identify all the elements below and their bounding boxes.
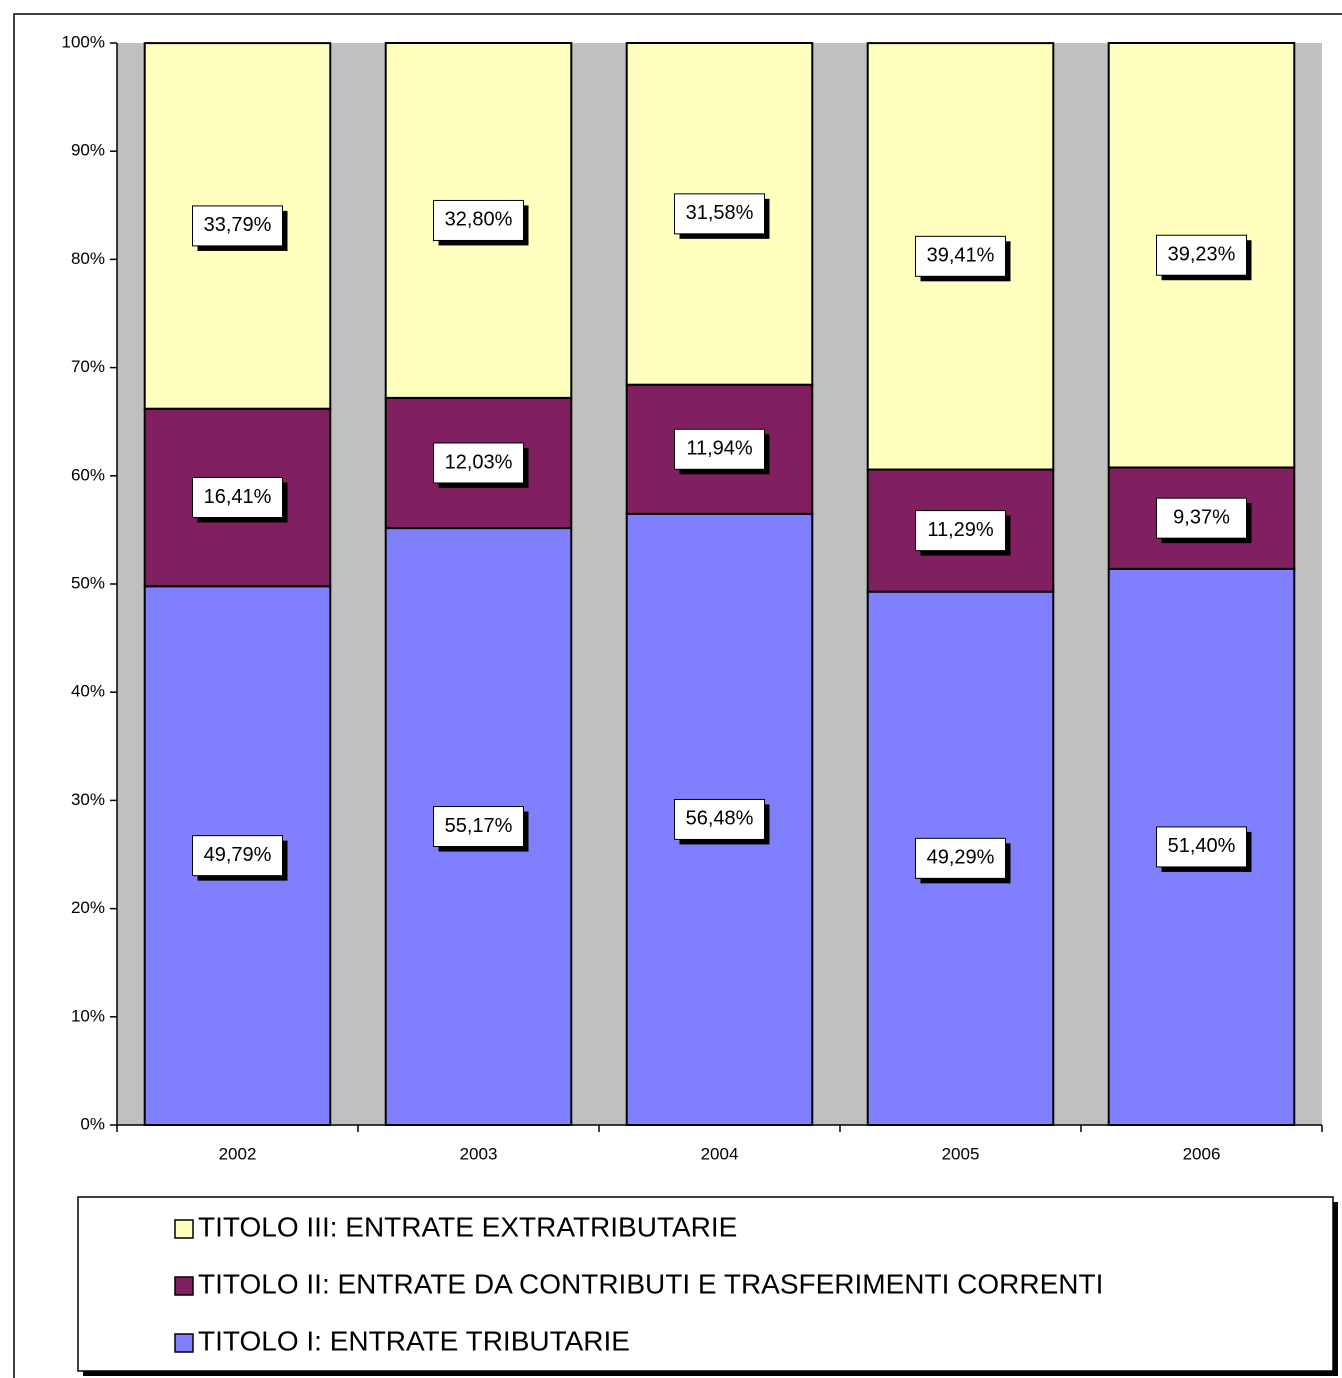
data-label-box: [674, 798, 765, 840]
y-tick-label: 90%: [71, 141, 105, 160]
data-label: 49,79%: [204, 844, 272, 866]
data-label: 51,40%: [1168, 835, 1236, 857]
data-label: 56,48%: [686, 808, 754, 830]
legend-swatch: [174, 1333, 194, 1353]
data-label-box: [1156, 234, 1247, 276]
data-label: 55,17%: [445, 815, 513, 837]
chart-frame: [13, 13, 1342, 1378]
y-tick-label: 40%: [71, 682, 105, 701]
legend-label: TITOLO II: ENTRATE DA CONTRIBUTI E TRASF…: [198, 1268, 1103, 1299]
data-label: 39,41%: [927, 245, 995, 267]
x-tick-label: 2005: [942, 1144, 980, 1163]
data-label: 16,41%: [204, 486, 272, 508]
legend-swatch: [174, 1219, 194, 1239]
legend-box: [77, 1196, 1334, 1372]
y-tick-label: 0%: [80, 1114, 105, 1133]
data-label: 49,29%: [927, 847, 995, 869]
data-label-box: [192, 476, 283, 518]
data-label: 9,37%: [1173, 506, 1230, 528]
y-tick-label: 60%: [71, 465, 105, 484]
data-label-box: [674, 193, 765, 235]
x-tick-label: 2002: [219, 1144, 257, 1163]
data-label: 32,80%: [445, 209, 513, 231]
x-tick-label: 2004: [701, 1144, 739, 1163]
data-label: 33,79%: [204, 214, 272, 236]
data-label-box: [192, 835, 283, 877]
y-tick-label: 50%: [71, 573, 105, 592]
y-tick-label: 10%: [71, 1006, 105, 1025]
y-tick-label: 80%: [71, 249, 105, 268]
data-label-box: [433, 806, 524, 848]
data-label-box: [1156, 497, 1247, 539]
data-label: 11,94%: [686, 438, 753, 460]
data-label-box: [915, 837, 1006, 879]
y-tick-label: 70%: [71, 357, 105, 376]
data-label: 39,23%: [1168, 244, 1236, 266]
x-tick-label: 2006: [1183, 1144, 1221, 1163]
y-tick-label: 20%: [71, 898, 105, 917]
legend-label: TITOLO I: ENTRATE TRIBUTARIE: [198, 1325, 630, 1356]
data-label-box: [192, 205, 283, 247]
data-label-box: [915, 235, 1006, 277]
data-label: 31,58%: [686, 202, 754, 224]
x-tick-label: 2003: [460, 1144, 498, 1163]
data-label: 11,29%: [927, 519, 994, 541]
legend-swatch: [174, 1276, 194, 1296]
data-label-box: [674, 428, 765, 470]
data-label-box: [433, 442, 524, 484]
y-tick-label: 30%: [71, 790, 105, 809]
data-label-box: [433, 199, 524, 241]
data-label: 12,03%: [445, 451, 513, 473]
legend-label: TITOLO III: ENTRATE EXTRATRIBUTARIE: [198, 1211, 737, 1242]
data-label-box: [1156, 826, 1247, 868]
data-label-box: [915, 510, 1006, 552]
y-tick-label: 100%: [62, 32, 105, 51]
